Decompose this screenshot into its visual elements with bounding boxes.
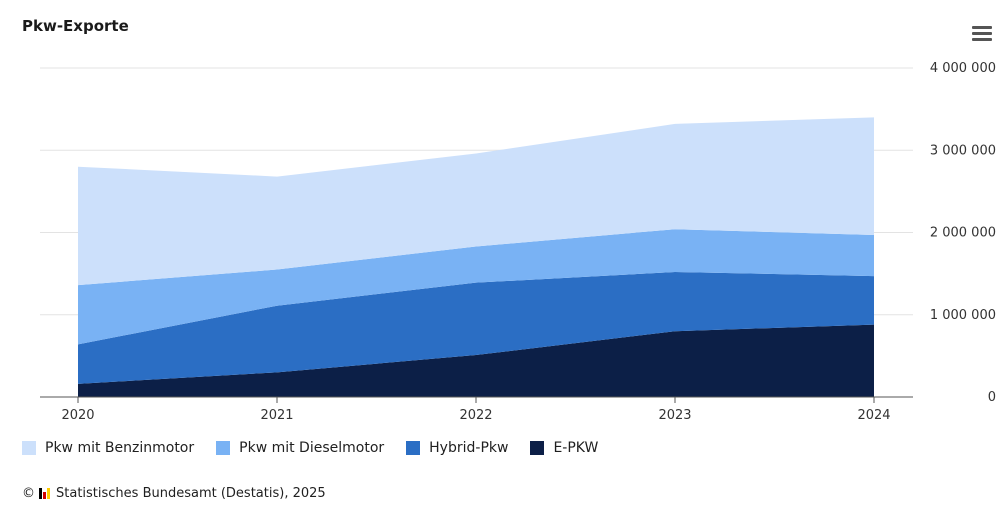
chart-title: Pkw-Exporte: [22, 17, 129, 35]
source-text: Statistisches Bundesamt (Destatis), 2025: [56, 486, 326, 501]
area-e-pkw: [78, 324, 874, 397]
copyright-symbol: ©: [22, 486, 35, 501]
area-chart: 0 1 000 000 2 000 000 3 000 000 4 000 000 202…: [40, 61, 996, 423]
destatis-logo-icon: [39, 488, 50, 499]
legend-label-epkw: E-PKW: [553, 440, 599, 456]
area-hybrid-pkw: [78, 271, 874, 384]
legend-item-diesel[interactable]: Pkw mit Dieselmotor: [216, 440, 384, 456]
y-tick-label: 0: [988, 390, 996, 405]
legend-item-epkw[interactable]: E-PKW: [530, 440, 598, 456]
legend-swatch-epkw: [530, 441, 545, 455]
legend-label-hybrid: Hybrid-Pkw: [429, 440, 509, 456]
x-tick-label: 2022: [459, 408, 492, 423]
legend-label-benzin: Pkw mit Benzinmotor: [45, 440, 195, 456]
source-credit: © Statistisches Bundesamt (Destatis), 20…: [22, 486, 326, 501]
hamburger-menu-icon[interactable]: [972, 26, 992, 42]
legend: Pkw mit Benzinmotor Pkw mit Dieselmotor …: [22, 440, 598, 456]
y-tick-label: 3 000 000: [930, 143, 996, 158]
x-tick-label: 2021: [260, 408, 293, 423]
y-tick-label: 2 000 000: [930, 226, 996, 241]
legend-swatch-benzin: [22, 441, 36, 455]
legend-swatch-hybrid: [406, 441, 421, 455]
x-tick-label: 2023: [658, 408, 691, 423]
legend-label-diesel: Pkw mit Dieselmotor: [239, 440, 385, 456]
x-tick-label: 2020: [61, 408, 94, 423]
area-pkw-mit-benzinmotor: [78, 117, 874, 286]
y-tick-label: 4 000 000: [930, 61, 996, 76]
x-tick-label: 2024: [857, 408, 890, 423]
legend-swatch-diesel: [216, 441, 231, 455]
area-pkw-mit-dieselmotor: [78, 229, 874, 345]
legend-item-hybrid[interactable]: Hybrid-Pkw: [406, 440, 508, 456]
legend-item-benzin[interactable]: Pkw mit Benzinmotor: [22, 440, 194, 456]
y-tick-label: 1 000 000: [930, 308, 996, 323]
